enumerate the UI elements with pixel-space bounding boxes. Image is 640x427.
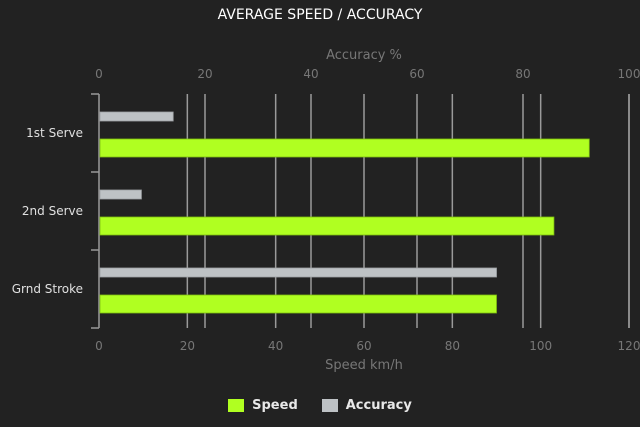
bar-accuracy [99,189,142,200]
axis-title-speed: Speed km/h [325,358,403,373]
bar-speed [99,294,497,314]
tick-label-accuracy: 80 [515,67,530,81]
tick-label-accuracy: 20 [197,67,212,81]
legend-swatch-speed [228,399,245,412]
bar-speed [99,138,590,158]
legend-label-speed: Speed [252,398,298,413]
legend-label-accuracy: Accuracy [345,398,412,413]
bar-accuracy [99,111,174,122]
legend-item-speed[interactable]: Speed [228,398,298,413]
tick-label-speed: 40 [268,339,283,353]
tick-label-accuracy: 0 [95,67,103,81]
tick-label-speed: 60 [356,339,371,353]
category-label: 2nd Serve [22,204,83,218]
tick-label-accuracy: 100 [618,67,640,81]
chart-title: AVERAGE SPEED / ACCURACY [217,7,423,23]
category-label: 1st Serve [26,126,83,140]
legend-item-accuracy[interactable]: Accuracy [321,398,412,413]
legend-swatch-accuracy [321,399,338,412]
tick-label-accuracy: 40 [303,67,318,81]
tick-label-speed: 20 [180,339,195,353]
tick-label-speed: 100 [529,339,552,353]
tick-label-accuracy: 60 [409,67,424,81]
bar-accuracy [99,267,497,278]
tick-label-speed: 80 [445,339,460,353]
axis-title-accuracy: Accuracy % [326,48,402,63]
legend: Speed Accuracy [0,398,640,413]
category-label: Grnd Stroke [12,282,83,296]
tick-label-speed: 120 [618,339,640,353]
tick-label-speed: 0 [95,339,103,353]
bar-speed [99,216,555,236]
